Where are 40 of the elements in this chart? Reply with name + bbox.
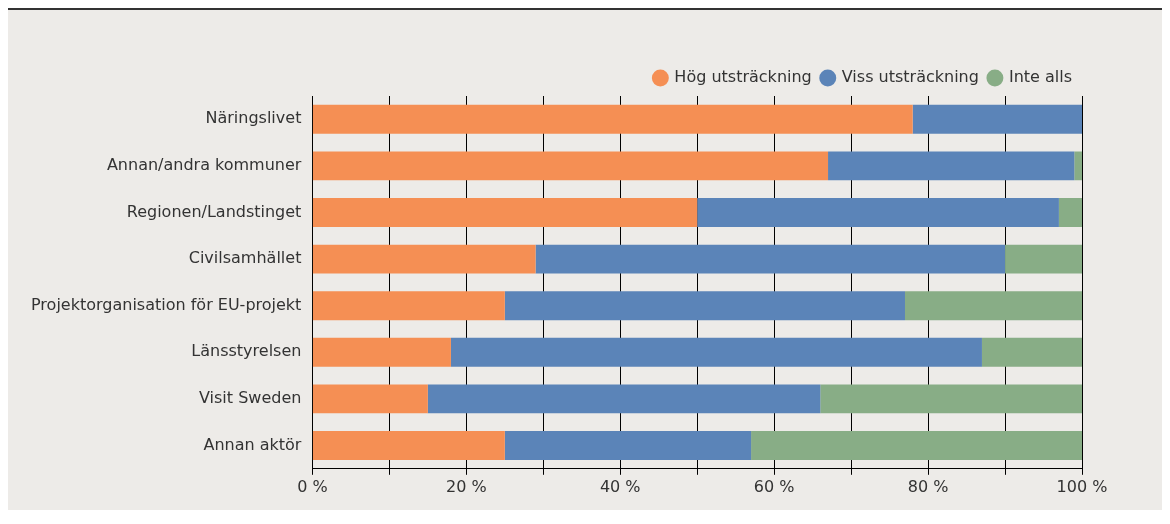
bar <box>312 151 829 181</box>
y-tick-label: Projektorganisation för EU-projekt <box>30 294 302 314</box>
y-tick-label: Länsstyrelsen <box>191 341 302 361</box>
legend-label: Viss utsträckning <box>841 67 979 87</box>
x-tick-label: 40 % <box>599 476 641 496</box>
y-tick-label: Visit Sweden <box>198 388 302 408</box>
bar <box>912 104 1082 134</box>
y-tick-label: Regionen/Landstinget <box>126 201 302 221</box>
bar <box>1058 198 1082 227</box>
bar <box>1005 244 1082 274</box>
bar <box>312 104 913 134</box>
y-tick-label: Civilsamhället <box>188 248 302 268</box>
bar <box>828 151 1075 181</box>
legend-label: Inte alls <box>1008 67 1072 87</box>
bar <box>904 291 1082 321</box>
bar <box>504 291 905 321</box>
x-tick-label: 100 % <box>1056 476 1108 496</box>
bar <box>312 337 451 367</box>
y-tick-label: Annan aktör <box>203 434 302 454</box>
bar <box>1074 151 1082 181</box>
bar <box>535 244 1006 274</box>
bar <box>450 337 982 367</box>
bar <box>312 431 505 460</box>
bar <box>427 384 821 414</box>
x-tick-label: 20 % <box>445 476 487 496</box>
bar <box>312 291 505 321</box>
x-tick-label: 0 % <box>297 476 328 496</box>
bar <box>312 198 698 227</box>
bar <box>751 431 1082 460</box>
bar <box>504 431 752 460</box>
y-tick-label: Annan/andra kommuner <box>106 155 302 175</box>
y-tick-label: Näringslivet <box>205 108 302 128</box>
bar <box>981 337 1082 367</box>
legend-label: Hög utsträckning <box>674 67 812 87</box>
x-tick-label: 60 % <box>753 476 795 496</box>
x-tick-label: 80 % <box>907 476 949 496</box>
bar <box>312 384 428 414</box>
bar <box>697 198 1059 227</box>
bar <box>820 384 1082 414</box>
bar <box>312 244 536 274</box>
